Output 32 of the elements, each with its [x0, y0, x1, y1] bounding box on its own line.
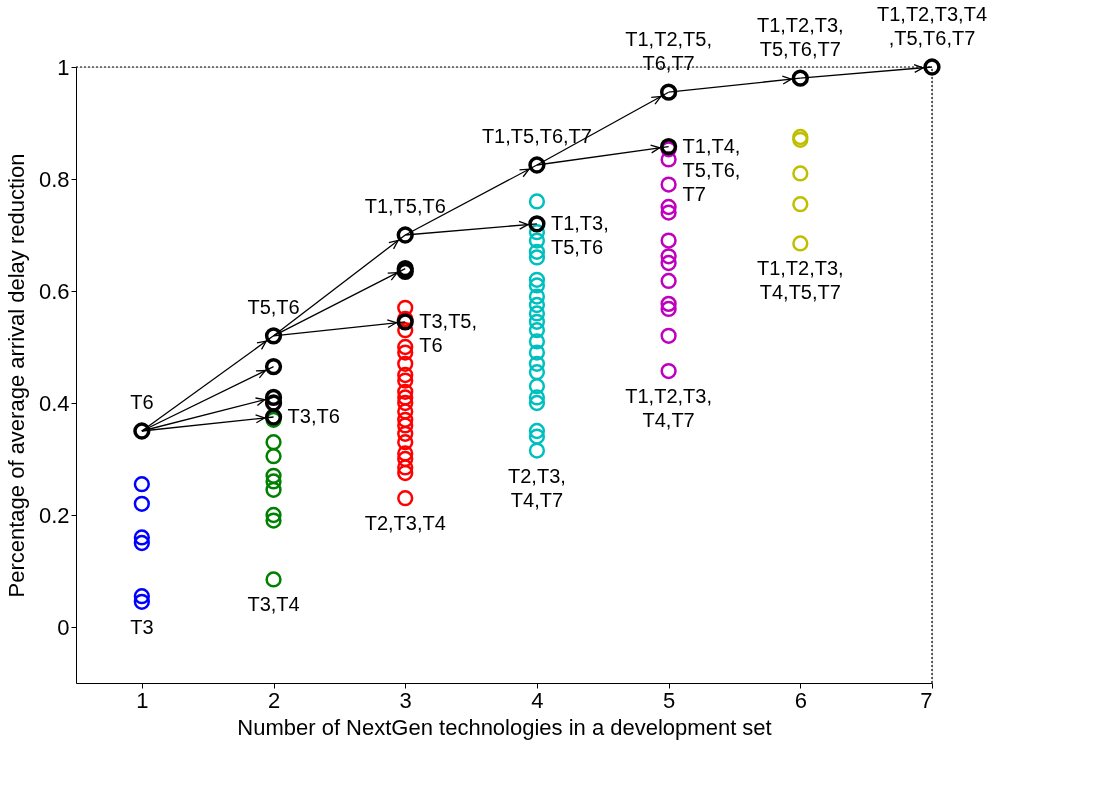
annotation: T3,T4: [247, 593, 300, 616]
annotation: T3,T6: [287, 405, 340, 427]
annotation: T5,T6: [247, 295, 300, 318]
annotation: T1,T3, T5,T6: [550, 211, 609, 258]
y-tick-label: 0.2: [38, 502, 70, 528]
y-tick-label: 1: [57, 54, 70, 80]
y-tick-label: 0.4: [38, 390, 70, 416]
annotation: T1,T2,T5, T6,T7: [625, 28, 712, 75]
annotation: T2,T3, T4,T7: [508, 464, 566, 511]
y-tick-label: 0: [57, 614, 70, 640]
y-tick-label: 0.8: [38, 166, 70, 192]
annotation: T2,T3,T4: [364, 512, 446, 535]
annotation: T3: [130, 615, 154, 638]
annotation: T3,T5, T6: [419, 309, 478, 356]
annotation: T1,T2,T3, T5,T6,T7: [756, 14, 844, 61]
x-axis-title: Number of NextGen technologies in a development set: [237, 714, 772, 740]
y-axis-title: Percentage of average arrival delay reduction: [3, 153, 29, 598]
annotation: T1,T4, T5,T6, T7: [682, 134, 741, 205]
y-tick-label: 0.6: [38, 278, 70, 304]
x-tick-label: 6: [794, 687, 807, 713]
x-tick-label: 4: [531, 687, 544, 713]
annotation: T6: [130, 391, 154, 413]
x-tick-label: 5: [662, 687, 676, 713]
annotation: T1,T5,T6,T7: [481, 125, 592, 147]
annotation: T1,T2,T3,T4 ,T5,T6,T7: [876, 3, 988, 49]
annotation: T1,T2,T3, T4,T7: [625, 385, 712, 432]
x-tick-label: 2: [267, 687, 281, 713]
annotation: T1,T5,T6: [364, 195, 446, 217]
x-tick-label: 1: [136, 687, 149, 713]
x-tick-label: 3: [399, 687, 412, 713]
annotation: T1,T2,T3, T4,T5,T7: [756, 257, 844, 304]
x-tick-label: 7: [920, 687, 933, 713]
